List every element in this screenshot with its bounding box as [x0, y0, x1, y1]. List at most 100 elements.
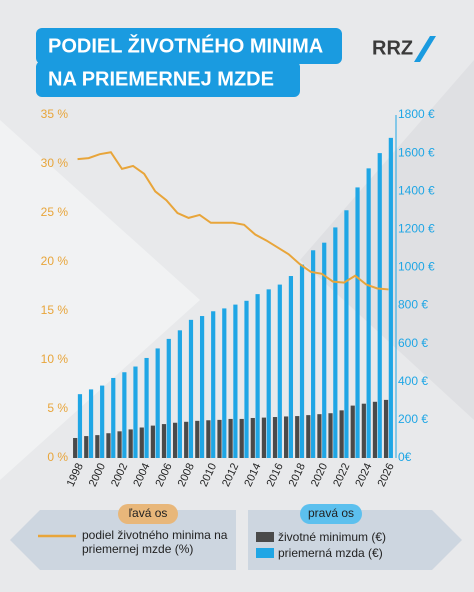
bar — [250, 417, 255, 458]
legend-label: priemerná mzda (€) — [278, 546, 383, 560]
line — [77, 151, 389, 291]
logo-mark — [414, 36, 436, 62]
bar — [239, 418, 244, 458]
bar — [228, 418, 233, 458]
title-line: PODIEL ŽIVOTNÉHO MINIMA — [48, 33, 323, 57]
bar — [299, 264, 305, 458]
y2-tick-label: 1800 € — [398, 107, 435, 121]
title-line: NA PRIEMERNEJ MZDE — [48, 68, 274, 90]
x-tick-label: 2004 — [131, 461, 152, 488]
bar — [106, 433, 111, 458]
bar — [117, 431, 122, 458]
bar — [150, 425, 155, 458]
bar — [166, 338, 171, 458]
axis-pill — [300, 504, 362, 524]
legend-panel — [248, 510, 462, 570]
bar — [161, 424, 167, 458]
bar — [144, 357, 149, 458]
bar — [388, 137, 393, 458]
y2-tick-label: 1200 € — [398, 222, 435, 236]
bg-shape — [0, 120, 200, 480]
bar — [350, 405, 355, 458]
x-tick-label: 2002 — [109, 461, 130, 488]
bar — [84, 436, 89, 458]
bar — [311, 250, 316, 458]
bar — [333, 227, 338, 458]
legend-swatch — [256, 532, 274, 542]
bar — [344, 210, 349, 458]
legend-swatch — [256, 548, 274, 558]
bar — [199, 316, 205, 458]
bar — [133, 366, 138, 458]
bar — [272, 417, 278, 458]
y-tick-label: 35 % — [41, 107, 69, 121]
bar — [317, 414, 322, 458]
y-tick-label: 30 % — [41, 156, 69, 170]
y-tick-label: 0 % — [47, 450, 68, 464]
bar — [73, 437, 78, 458]
bar — [211, 311, 216, 458]
y-tick-label: 5 % — [47, 401, 68, 415]
x-tick-label: 2024 — [353, 461, 374, 488]
bar — [366, 168, 371, 458]
y2-tick-label: 1600 € — [398, 145, 435, 159]
x-tick-label: 2022 — [331, 461, 352, 488]
bar — [155, 348, 160, 458]
bar — [328, 413, 333, 458]
bar — [172, 422, 178, 458]
bar — [177, 330, 182, 458]
bar — [288, 276, 294, 458]
bar — [383, 399, 389, 458]
bar — [322, 242, 327, 458]
bar — [361, 403, 366, 458]
x-tick-label: 2018 — [287, 461, 308, 488]
legend-panel — [10, 510, 236, 570]
x-tick-label: 2014 — [242, 461, 263, 488]
bar — [339, 410, 344, 458]
x-tick-label: 2026 — [376, 461, 397, 488]
bar — [122, 372, 127, 458]
axis-pill — [118, 504, 178, 524]
bar — [306, 415, 311, 458]
bar — [233, 304, 238, 458]
bar — [77, 394, 83, 458]
y-tick-label: 15 % — [41, 303, 69, 317]
x-tick-label: 2010 — [198, 461, 219, 488]
bar — [372, 401, 378, 458]
x-tick-label: 2000 — [87, 461, 108, 488]
legend-label: životné minimum (€) — [278, 530, 387, 544]
bar — [355, 187, 360, 458]
bar — [188, 319, 194, 458]
bar — [100, 385, 105, 458]
bar — [284, 416, 289, 458]
y2-tick-label: 1000 € — [398, 260, 435, 274]
bar — [266, 289, 271, 458]
logo: RRZ — [372, 37, 413, 59]
y2-tick-label: 800 € — [398, 298, 428, 312]
axis-label: pravá os — [308, 506, 354, 520]
x-tick-label: 2012 — [220, 461, 241, 488]
bar — [222, 308, 227, 458]
x-tick-label: 2016 — [265, 461, 286, 488]
y-tick-label: 20 % — [41, 254, 69, 268]
bar — [255, 294, 260, 458]
title-box — [36, 28, 342, 64]
bar — [88, 389, 94, 458]
bar — [195, 420, 200, 458]
bar — [95, 435, 100, 458]
bar — [217, 419, 222, 458]
bar — [184, 421, 189, 458]
legend-label: podiel životného minima na priemernej mz… — [82, 528, 228, 556]
y2-tick-label: 400 € — [398, 374, 428, 388]
bar — [244, 300, 249, 458]
x-tick-label: 2008 — [176, 461, 197, 488]
bar — [139, 427, 144, 458]
bar — [111, 377, 116, 458]
bar — [261, 417, 267, 458]
bar — [277, 284, 282, 458]
bg-shape — [300, 60, 474, 420]
y-tick-label: 10 % — [41, 352, 69, 366]
y2-tick-label: 1400 € — [398, 183, 435, 197]
